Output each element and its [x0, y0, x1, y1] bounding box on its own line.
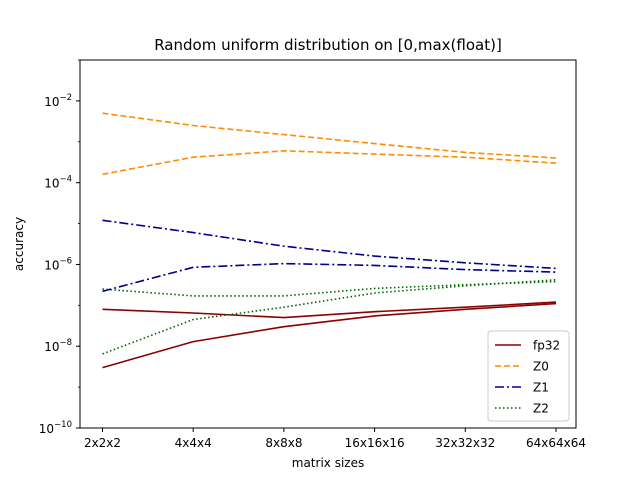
series-line-z0: [102, 149, 557, 176]
y-tick-exponent: −6: [59, 256, 72, 266]
series-line-z1: [102, 262, 557, 293]
y-tick-exponent: −8: [59, 338, 72, 348]
legend-label: Z0: [533, 360, 549, 374]
x-tick-label: 32x32x32: [435, 436, 495, 450]
chart-title: Random uniform distribution on [0,max(fl…: [154, 36, 502, 54]
x-axis-ticks: 2x2x2 4x4x4 8x8x8 16x16x16 32x32x32 64x64x64: [84, 428, 586, 450]
legend-label: Z2: [533, 402, 549, 416]
y-tick-label: 10−2: [44, 93, 72, 109]
series-layer: [102, 112, 557, 369]
x-tick-label: 64x64x64: [526, 436, 586, 450]
series-line-z0: [102, 112, 557, 159]
x-tick-label: 4x4x4: [175, 436, 212, 450]
y-axis-label: accuracy: [12, 217, 26, 271]
legend: fp32 Z0 Z1 Z2: [487, 330, 570, 422]
y-tick-label: 10−8: [44, 338, 72, 354]
x-tick-label: 16x16x16: [345, 436, 405, 450]
y-tick-exponent: −2: [59, 93, 72, 103]
series-line-z2: [102, 279, 557, 355]
y-tick-base: 10: [44, 340, 59, 354]
y-tick-label: 10−6: [44, 256, 72, 272]
x-tick-label: 2x2x2: [84, 436, 121, 450]
series-line-fp32: [102, 301, 557, 319]
series-line-fp32: [102, 302, 557, 369]
x-tick-label: 8x8x8: [265, 436, 302, 450]
x-axis-label: matrix sizes: [292, 456, 364, 470]
series-line-z1: [102, 219, 557, 270]
y-tick-base: 10: [44, 95, 59, 109]
y-tick-exponent: −4: [59, 175, 72, 185]
axes-frame: [79, 59, 577, 429]
y-tick-label: 10−4: [44, 175, 72, 191]
legend-box: [487, 330, 570, 422]
legend-label: Z1: [533, 381, 549, 395]
y-tick-base: 10: [44, 177, 59, 191]
y-tick-base: 10: [39, 422, 54, 436]
y-tick-label: 10−10: [39, 420, 72, 436]
legend-label: fp32: [533, 339, 560, 353]
y-tick-base: 10: [44, 258, 59, 272]
y-tick-exponent: −10: [54, 420, 72, 430]
